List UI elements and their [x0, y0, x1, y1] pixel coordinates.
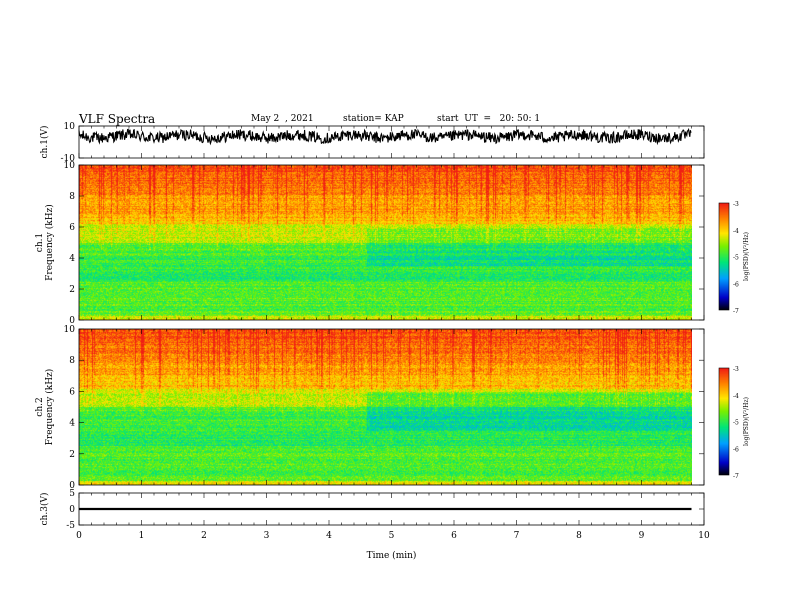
colorbar-label-1: log(PSD)(V²/Hz) [743, 232, 750, 281]
ch1-spectrogram-ytick-1: 2 [69, 285, 75, 295]
ch1-spectrogram-ytick-3: 6 [69, 223, 75, 233]
x-tick-label-10: 10 [698, 531, 710, 541]
x-tick-label-4: 4 [326, 531, 332, 541]
colorbar-tick-1-2: -5 [733, 255, 739, 262]
colorbar-tick-2-1: -4 [733, 393, 739, 400]
ch2-spectrogram-ylabel-0: ch.2 [35, 397, 45, 416]
ch3-waveform-ylabel-0: ch.3(V) [39, 493, 50, 526]
x-tick-label-2: 2 [201, 531, 207, 541]
ch1-spectrogram-ylabel-1: Frequency (kHz) [44, 204, 55, 281]
x-tick-label-0: 0 [76, 531, 82, 541]
station-label: station= KAP [343, 114, 404, 124]
colorbar-tick-1-0: -3 [733, 201, 739, 208]
ch1-spectrogram-ytick-2: 4 [69, 254, 75, 264]
ch2-spectrogram-ylabel-1: Frequency (kHz) [44, 369, 55, 446]
colorbar-frame-2 [718, 367, 730, 476]
ch1-waveform-ylabel-0: ch.1(V) [39, 126, 50, 159]
ch1-waveform-ytick-1: -10 [61, 154, 76, 164]
x-tick-label-9: 9 [639, 531, 645, 541]
ch2-spectrogram-ytick-5: 10 [64, 325, 76, 335]
ch3-waveform-ytick-0: 5 [69, 489, 75, 499]
ch1-waveform-ytick-0: 10 [64, 122, 76, 132]
ch3-waveform-ytick-2: -5 [66, 521, 75, 531]
colorbar-tick-1-4: -7 [733, 308, 739, 315]
ch2-spectrogram-ytick-1: 2 [69, 450, 75, 460]
colorbar-tick-2-3: -6 [733, 446, 739, 453]
colorbar-tick-2-4: -7 [733, 473, 739, 480]
x-tick-label-3: 3 [264, 531, 270, 541]
date-label: May 2 , 2021 [251, 114, 314, 124]
colorbar-1 [719, 203, 729, 310]
ch3-waveform-ytick-1: 0 [69, 505, 75, 515]
colorbar-frame-1 [718, 202, 730, 311]
x-tick-label-6: 6 [451, 531, 457, 541]
ch1-spectrogram-ylabel-0: ch.1 [35, 233, 45, 252]
ch1-waveform-trace [78, 127, 692, 146]
x-tick-label-8: 8 [576, 531, 582, 541]
x-tick-label-7: 7 [514, 531, 520, 541]
ch2-spectrogram-ytick-2: 4 [69, 419, 75, 429]
colorbar-tick-2-0: -3 [733, 366, 739, 373]
x-tick-label-1: 1 [139, 531, 145, 541]
x-tick-label-5: 5 [389, 531, 395, 541]
ch3-waveform-trace [79, 507, 692, 511]
ch2-spectrogram-ytick-0: 0 [69, 481, 75, 491]
ch1-spectrogram-ytick-4: 8 [69, 192, 75, 202]
ch1-spectrogram-ytick-0: 0 [69, 316, 75, 326]
colorbar-2 [719, 368, 729, 475]
colorbar-tick-2-2: -5 [733, 420, 739, 427]
colorbar-label-2: log(PSD)(V²/Hz) [743, 397, 750, 446]
ch2-spectrogram-ytick-4: 8 [69, 356, 75, 366]
ch1-spectrogram-image [79, 165, 692, 320]
ch2-spectrogram-ytick-3: 6 [69, 387, 75, 397]
ch1-spectrogram-ytick-5: 10 [64, 161, 76, 171]
figure-title: VLF Spectra [79, 112, 156, 126]
colorbar-tick-1-1: -4 [733, 228, 739, 235]
start-time-label: start UT = 20: 50: 1 [437, 114, 541, 124]
ch2-spectrogram-image [79, 329, 692, 485]
colorbar-tick-1-3: -6 [733, 281, 739, 288]
x-axis-label: Time (min) [367, 550, 417, 561]
